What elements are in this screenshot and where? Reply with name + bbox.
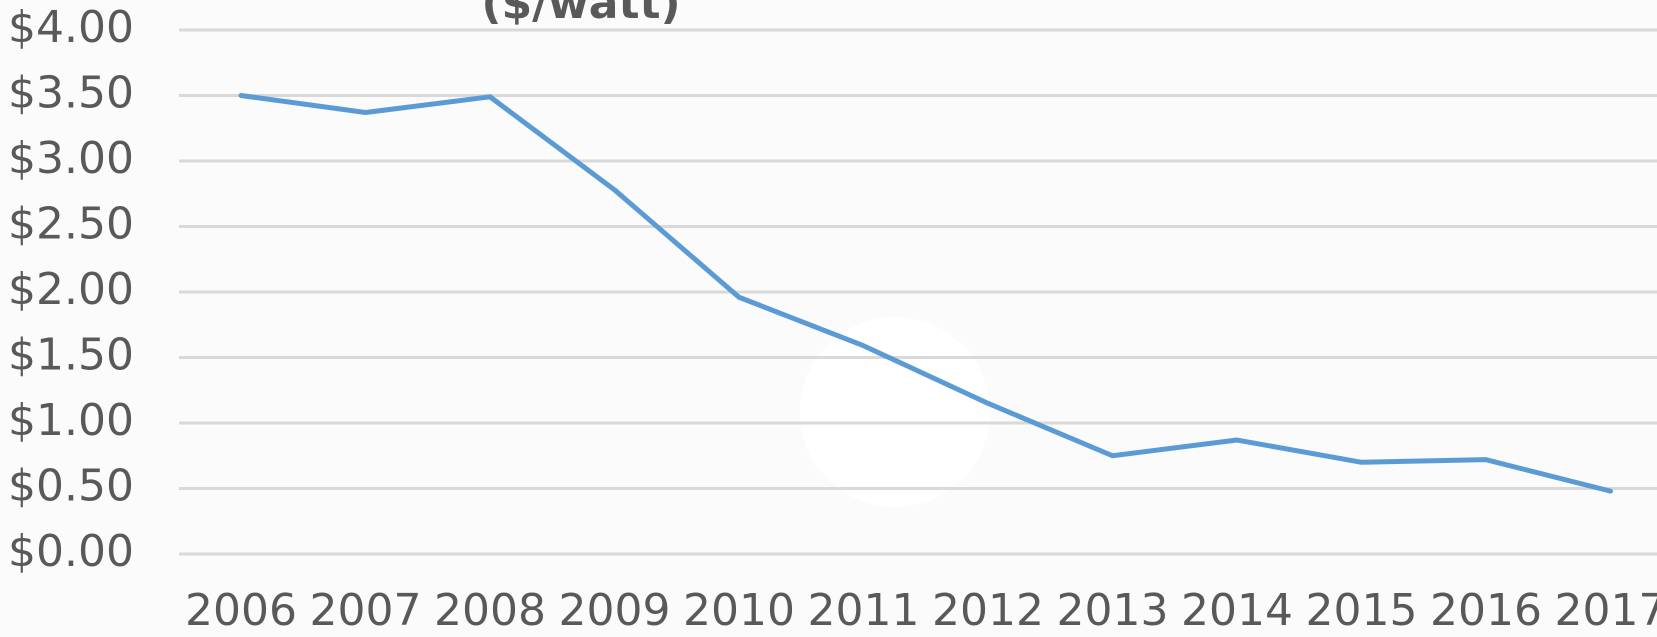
x-tick-label: 2015 <box>1306 585 1418 636</box>
x-tick-label: 2017 <box>1555 585 1657 636</box>
y-tick-label: $1.00 <box>8 395 134 446</box>
decoration <box>800 317 990 507</box>
y-tick-label: $0.00 <box>8 526 134 577</box>
x-tick-label: 2009 <box>559 585 671 636</box>
x-tick-label: 2012 <box>932 585 1044 636</box>
x-tick-label: 2007 <box>310 585 422 636</box>
y-tick-label: $4.00 <box>8 2 134 53</box>
x-tick-label: 2008 <box>434 585 546 636</box>
y-tick-label: $2.50 <box>8 199 134 250</box>
x-tick-label: 2013 <box>1057 585 1169 636</box>
y-tick-label: $0.50 <box>8 461 134 512</box>
line <box>238 93 1613 494</box>
x-tick-label: 2006 <box>185 585 297 636</box>
y-tick-label: $3.50 <box>8 68 134 119</box>
x-tick-label: 2016 <box>1430 585 1542 636</box>
y-tick-label: $1.50 <box>8 330 134 381</box>
chart-title: ($/watt) <box>481 0 680 29</box>
x-tick-label: 2011 <box>808 585 920 636</box>
y-tick-label: $3.00 <box>8 133 134 184</box>
y-tick-label: $2.00 <box>8 264 134 315</box>
x-tick-label: 2010 <box>683 585 795 636</box>
x-tick-label: 2014 <box>1181 585 1293 636</box>
